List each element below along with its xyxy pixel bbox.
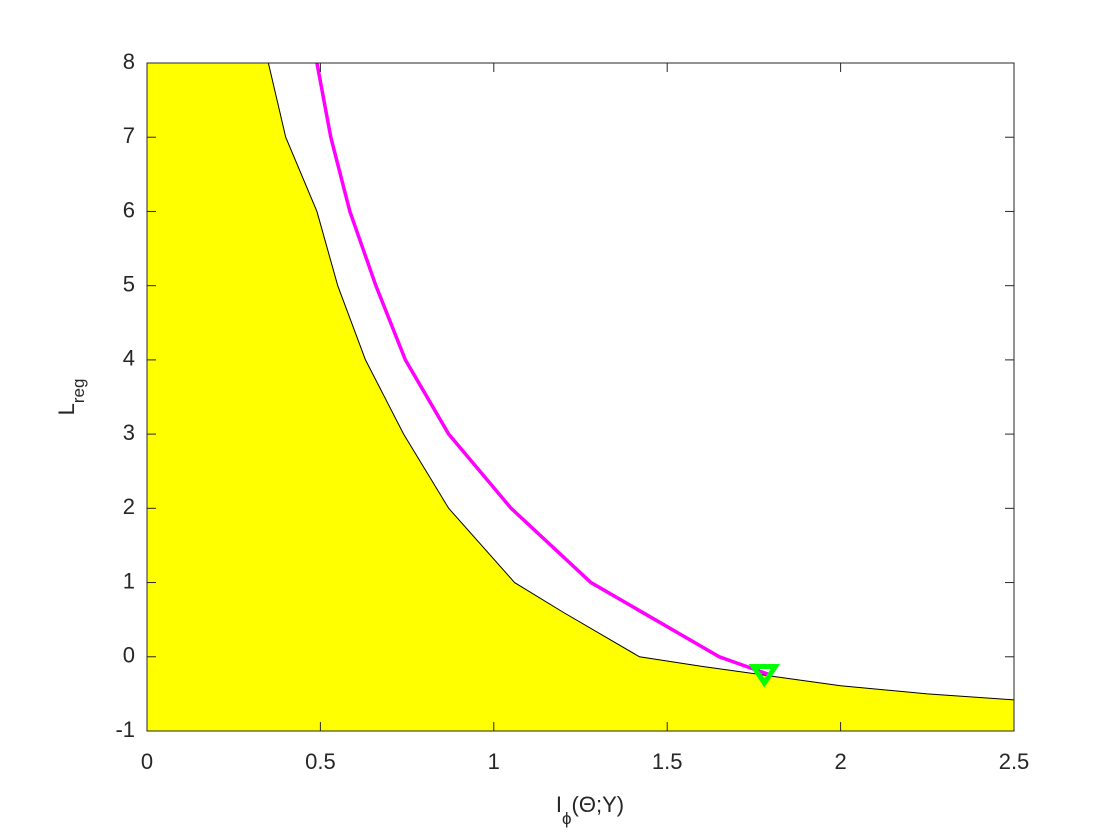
y-tick-label: 8 xyxy=(123,49,135,74)
marker xyxy=(748,664,780,688)
y-tick-label: -1 xyxy=(115,717,135,742)
data-line xyxy=(315,62,772,677)
x-tick-label: 2.5 xyxy=(999,749,1030,774)
area-fill xyxy=(147,63,1014,731)
plot-box xyxy=(146,62,1015,732)
y-axis-label: Lreg xyxy=(54,379,89,416)
y-tick-label: 5 xyxy=(123,271,135,296)
y-tick-label: 3 xyxy=(123,420,135,445)
y-tick-label: 0 xyxy=(123,643,135,668)
x-label-main: I xyxy=(556,792,562,817)
y-tick-label: 7 xyxy=(123,123,135,148)
y-tick-label: 4 xyxy=(123,346,135,371)
x-tick-label: 0.5 xyxy=(305,749,336,774)
boundary-line xyxy=(267,62,1015,701)
x-tick-label: 1 xyxy=(488,749,500,774)
y-tick-label: 1 xyxy=(123,568,135,593)
x-axis-label: Iϕ(Θ;Y) xyxy=(556,792,624,829)
y-label-main: L xyxy=(54,403,79,415)
y-label-sub: reg xyxy=(69,379,88,404)
x-label-sub: ϕ xyxy=(562,809,572,828)
x-tick-label: 1.5 xyxy=(652,749,683,774)
x-tick-label: 0 xyxy=(141,749,153,774)
x-label-rest: (Θ;Y) xyxy=(572,792,625,817)
y-tick-label: 2 xyxy=(123,494,135,519)
x-tick-label: 2 xyxy=(834,749,846,774)
y-tick-label: 6 xyxy=(123,197,135,222)
